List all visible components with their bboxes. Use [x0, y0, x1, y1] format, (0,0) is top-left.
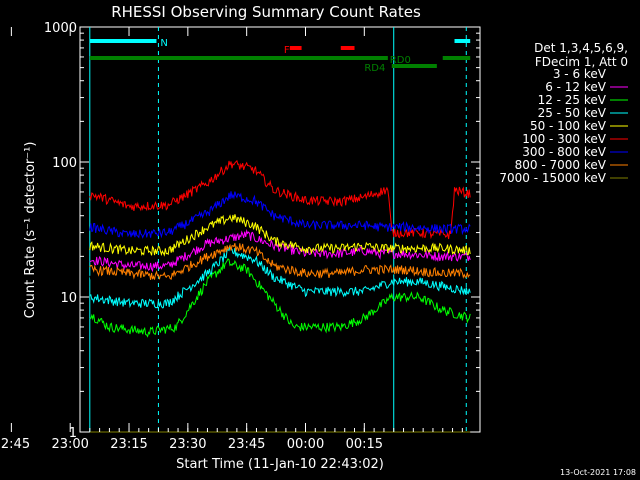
flag-bars: N F RD0 RD4 — [89, 38, 471, 74]
legend-label: 3 - 6 keV — [553, 67, 607, 81]
y-tick-label: 100 — [52, 156, 77, 171]
x-tick-label: 00:00 — [287, 437, 324, 452]
series-line-5 — [89, 159, 471, 240]
legend-header-line-2: FDecim 1, Att 0 — [535, 55, 628, 69]
y-tick-label: 1000 — [44, 21, 77, 36]
flag-bar — [340, 46, 355, 50]
y-tick-label: 10 — [60, 291, 77, 306]
flag-label: N — [160, 38, 167, 49]
series-line-1 — [89, 228, 471, 273]
legend: Det 1,3,4,5,6,9, FDecim 1, Att 0 3 - 6 k… — [499, 41, 628, 185]
legend-label: 300 - 800 keV — [522, 145, 606, 159]
legend-label: 6 - 12 keV — [545, 80, 607, 94]
legend-label: 800 - 7000 keV — [515, 158, 607, 172]
x-axis-label: Start Time (11-Jan-10 22:43:02) — [176, 457, 384, 472]
flag-bar — [89, 56, 388, 60]
x-tick-label: 23:15 — [110, 437, 147, 452]
y-axis-label: Count Rate (s⁻¹ detector⁻¹) — [23, 142, 38, 319]
series-line-7 — [89, 243, 471, 280]
x-tick-label: 23:45 — [228, 437, 265, 452]
legend-label: 25 - 50 keV — [538, 106, 607, 120]
flag-bar — [442, 56, 471, 60]
x-tick-label: 23:30 — [169, 437, 206, 452]
x-axis-ticks: 22:45 23:00 23:15 23:30 23:45 00:00 00:15 — [0, 27, 463, 452]
legend-label: 50 - 100 keV — [530, 119, 607, 133]
series-line-6 — [89, 191, 471, 239]
legend-label: 7000 - 15000 keV — [499, 171, 606, 185]
series-line-4 — [89, 214, 471, 257]
chart-title: RHESSI Observing Summary Count Rates — [111, 3, 421, 21]
y-tick-label: 1 — [69, 426, 77, 441]
x-tick-label: 00:15 — [346, 437, 383, 452]
footer-timestamp: 13-Oct-2021 17:08 — [560, 468, 636, 477]
flag-bar — [454, 39, 471, 43]
flag-bar — [391, 64, 437, 68]
x-tick-label: 23:00 — [51, 437, 88, 452]
flag-label: RD0 — [390, 55, 411, 66]
series-group — [89, 159, 471, 433]
flag-label: F — [284, 45, 290, 56]
flag-bar — [89, 39, 157, 43]
series-line-2 — [89, 258, 471, 338]
legend-label: 100 - 300 keV — [522, 132, 606, 146]
y-axis-ticks: 1 10 100 1000 — [44, 21, 480, 441]
legend-header-line-1: Det 1,3,4,5,6,9, — [534, 41, 628, 55]
x-tick-label: 22:45 — [0, 437, 30, 452]
flag-bar — [289, 46, 302, 50]
legend-label: 12 - 25 keV — [538, 93, 607, 107]
series-line-0 — [89, 255, 471, 288]
flag-label: RD4 — [364, 63, 385, 74]
series-line-3 — [89, 246, 471, 309]
